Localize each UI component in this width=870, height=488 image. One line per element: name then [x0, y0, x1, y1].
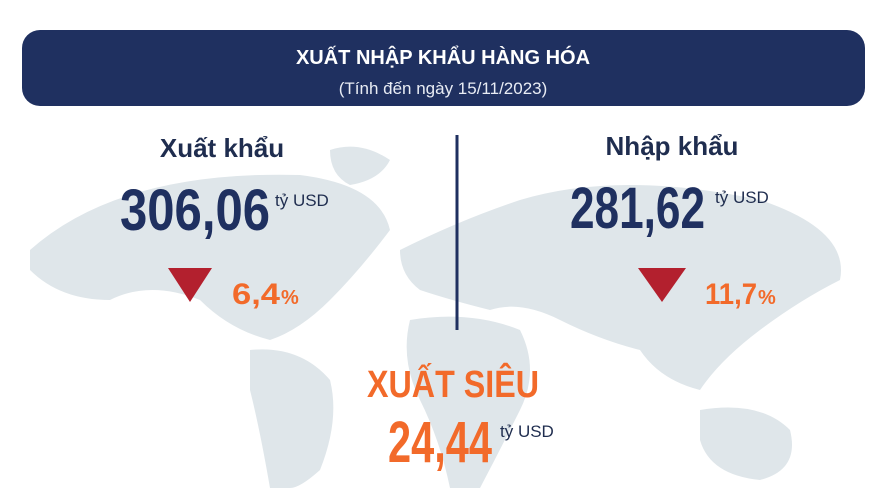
import-value: 281,62 [570, 176, 705, 241]
header-title: XUẤT NHẬP KHẨU HÀNG HÓA [296, 45, 590, 69]
surplus-value: 24,44 [388, 410, 492, 475]
down-arrow [168, 268, 212, 302]
world-map [30, 146, 841, 488]
surplus-unit: tỷ USD [500, 422, 554, 441]
export-change-unit: % [281, 287, 299, 309]
header-banner [22, 30, 865, 106]
import-change-unit: % [758, 287, 776, 309]
export-label: Xuất khẩu [160, 133, 284, 163]
import-unit: tỷ USD [715, 188, 769, 207]
import-change: 11,7 [705, 278, 757, 311]
import-label: Nhập khẩu [606, 131, 739, 161]
header-subtitle: (Tính đến ngày 15/11/2023) [339, 79, 548, 98]
surplus-label: XUẤT SIÊU [367, 362, 539, 406]
export-unit: tỷ USD [275, 191, 329, 210]
down-arrow [638, 268, 686, 302]
export-change: 6,4 [232, 278, 280, 311]
export-value: 306,06 [120, 178, 270, 243]
